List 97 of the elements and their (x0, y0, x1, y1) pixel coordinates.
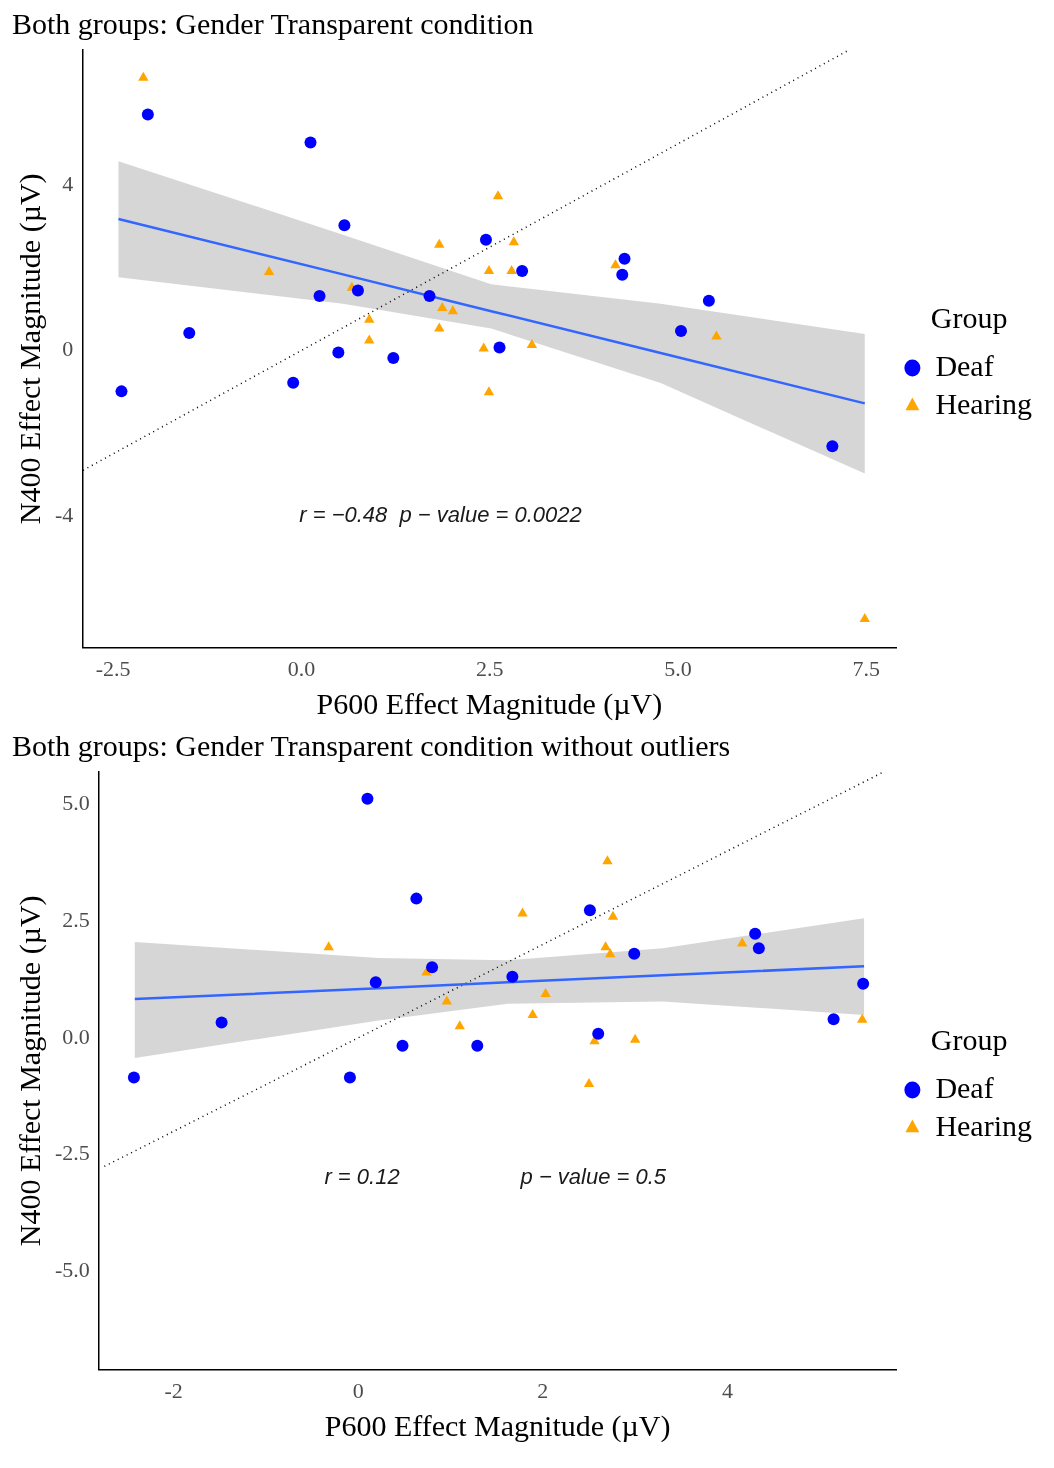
point (618, 252, 631, 265)
point (323, 941, 334, 951)
point (493, 341, 506, 354)
point (629, 1033, 641, 1043)
legend-label: Hearing (935, 386, 1032, 420)
legend-label: Deaf (935, 348, 994, 382)
point (540, 987, 551, 997)
x-tick-label: 5.0 (664, 655, 692, 681)
point (605, 948, 616, 958)
point (183, 327, 196, 340)
y-axis-title: N400 Effect Magnitude (µV) (12, 173, 47, 525)
point (492, 190, 504, 200)
point (332, 346, 345, 359)
y-axis-title: N400 Effect Magnitude (µV) (12, 895, 47, 1247)
point (616, 268, 629, 281)
chart-title: Both groups: Gender Transparent condition without outliers (12, 728, 731, 762)
x-tick-label: 4 (721, 1377, 733, 1403)
point (702, 294, 715, 307)
point (437, 301, 448, 311)
y-tick-label: -2.5 (55, 1140, 90, 1166)
point (826, 440, 839, 453)
point (141, 108, 154, 121)
y-tick-label: -4 (55, 501, 74, 527)
x-tick-label: 7.5 (852, 655, 881, 681)
point (675, 325, 688, 338)
chart-title: Both groups: Gender Transparent condition (12, 6, 534, 40)
annotation: r = −0.48 p − value = 0.0022 (299, 502, 582, 528)
point (600, 941, 611, 951)
point (369, 976, 382, 989)
point (434, 238, 445, 248)
point (215, 1016, 228, 1029)
point (517, 907, 528, 917)
point (859, 613, 870, 623)
point (115, 385, 128, 398)
point (827, 1013, 840, 1026)
point (127, 1071, 140, 1084)
point (483, 386, 495, 396)
point (527, 1008, 538, 1018)
point (479, 233, 492, 246)
point (711, 330, 722, 340)
point (749, 927, 762, 940)
point (387, 351, 400, 364)
point (602, 855, 613, 865)
legend-title: Group (930, 300, 1008, 334)
point (287, 376, 300, 389)
x-tick-label: -2 (164, 1377, 183, 1403)
x-tick-label: 2.5 (475, 655, 504, 681)
point (361, 792, 374, 805)
point (516, 265, 529, 278)
point (583, 904, 596, 917)
x-tick-label: 0.0 (287, 655, 316, 681)
point (454, 1020, 465, 1030)
y-tick-label: 2.5 (62, 906, 90, 932)
point (592, 1027, 605, 1040)
point (752, 942, 765, 955)
point (364, 334, 375, 344)
x-tick-label: -2.5 (95, 655, 131, 681)
legend-label: Deaf (935, 1070, 994, 1104)
y-tick-label: 4 (62, 170, 74, 196)
point (857, 977, 870, 990)
x-tick-label: 0 (352, 1377, 364, 1403)
point (508, 236, 520, 246)
point (263, 265, 275, 275)
y-tick-label: -5.0 (55, 1257, 90, 1283)
y-tick-label: 0.0 (62, 1023, 90, 1049)
point (607, 910, 619, 920)
annotation: p − value = 0.5 (519, 1164, 667, 1190)
y-tick-label: 5.0 (62, 790, 90, 816)
point (364, 313, 375, 323)
point (434, 322, 445, 332)
point (304, 136, 317, 149)
x-tick-label: 2 (537, 1377, 549, 1403)
point (506, 970, 519, 983)
x-axis-title: P600 Effect Magnitude (µV) (316, 686, 663, 721)
point (628, 947, 641, 960)
point (506, 265, 517, 275)
legend-label: Hearing (935, 1108, 1032, 1142)
point (471, 1039, 484, 1052)
point (610, 259, 621, 269)
point (343, 1071, 356, 1084)
point (857, 1013, 868, 1023)
point (583, 1078, 595, 1088)
point (447, 305, 459, 315)
point (396, 1039, 409, 1052)
x-axis-title: P600 Effect Magnitude (µV) (324, 1408, 671, 1443)
point (313, 289, 326, 302)
point (338, 219, 351, 232)
annotation: r = 0.12 (324, 1164, 400, 1190)
legend-title: Group (930, 1022, 1008, 1056)
point (138, 71, 149, 81)
point (426, 961, 439, 974)
point (423, 289, 436, 302)
point (483, 265, 495, 275)
point (410, 892, 423, 905)
point (526, 339, 538, 349)
y-tick-label: 0 (62, 336, 74, 362)
point (351, 284, 364, 297)
